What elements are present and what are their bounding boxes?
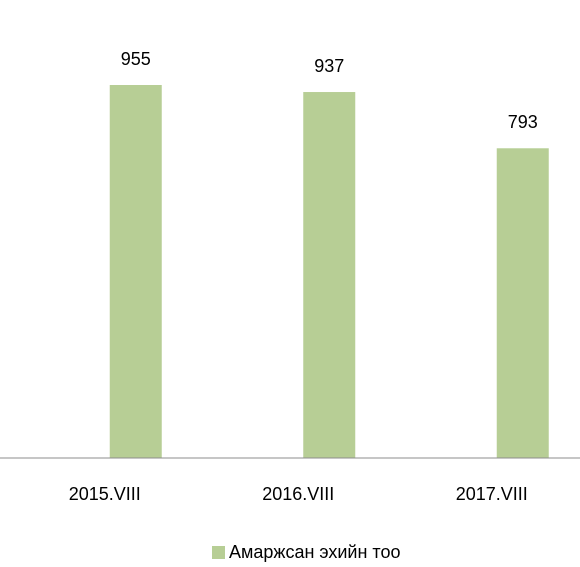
bar xyxy=(496,148,549,458)
legend-swatch xyxy=(212,546,225,559)
legend-label: Амаржсан эхийн тоо xyxy=(229,542,401,562)
data-label: 955 xyxy=(121,49,151,69)
bar xyxy=(303,92,356,458)
x-tick-label: 2017.VIII xyxy=(456,484,528,504)
data-label: 793 xyxy=(508,112,538,132)
x-tick-label: 2015.VIII xyxy=(69,484,141,504)
x-tick-label: 2016.VIII xyxy=(262,484,334,504)
data-label: 937 xyxy=(314,56,344,76)
bar xyxy=(109,85,162,458)
